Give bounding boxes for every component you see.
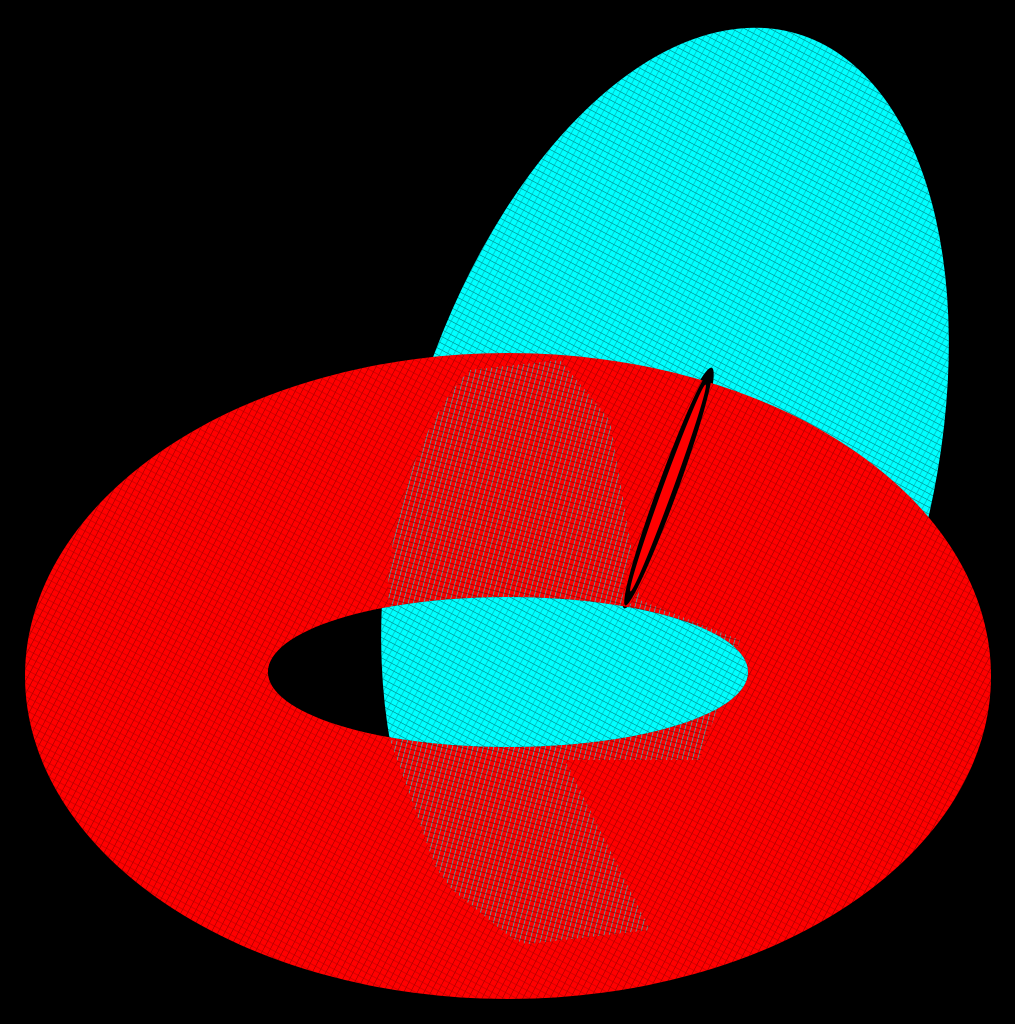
red-torus-hole <box>268 597 748 747</box>
render-viewport[interactable] <box>0 0 1015 1024</box>
torus-scene <box>0 0 1015 1024</box>
